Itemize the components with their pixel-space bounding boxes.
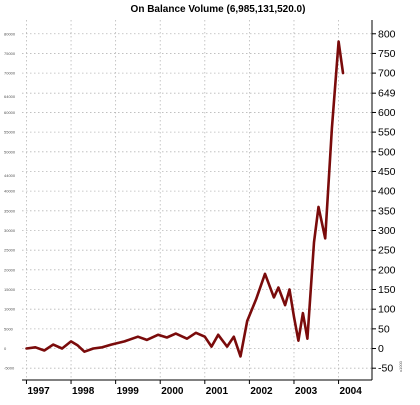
left-tick-label: 15000: [4, 287, 16, 292]
x-tick-label: 2002: [250, 386, 273, 397]
left-tick-label: 44000: [4, 173, 16, 178]
x-axis-ticks: 1997 1998 1999 2000 2001 2002 2003 2004: [25, 380, 363, 397]
left-tick-label: 20000: [4, 267, 16, 272]
left-tick-label: 55000: [4, 130, 16, 135]
right-tick-label: 500: [378, 146, 396, 158]
left-axis-ticks: 8000075000700006400060000550005000044000…: [4, 31, 16, 370]
right-tick-label: 350: [378, 205, 396, 217]
x-tick-label: 1999: [117, 386, 140, 397]
left-tick-label: 5000: [4, 326, 14, 331]
left-tick-label: 25000: [4, 248, 16, 253]
x-tick-label: 2000: [161, 386, 184, 397]
left-tick-label: 80000: [4, 31, 16, 36]
left-tick-label: 60000: [4, 110, 16, 115]
x-tick-label: 2003: [295, 386, 318, 397]
left-tick-label: 50000: [4, 149, 16, 154]
x-tick-label: 2001: [206, 386, 229, 397]
obv-series-line: [25, 40, 345, 358]
right-tick-label: 400: [378, 186, 396, 198]
right-tick-label: 649: [378, 88, 396, 100]
left-tick-label: 0: [4, 346, 7, 351]
right-tick-label: 600: [378, 107, 396, 119]
left-tick-label: 64000: [4, 94, 16, 99]
right-tick-label: 200: [378, 264, 396, 276]
left-tick-label: 10000: [4, 307, 16, 312]
left-tick-label: 30000: [4, 228, 16, 233]
left-tick-label: 40000: [4, 189, 16, 194]
right-tick-label: -50: [378, 363, 393, 375]
x-tick-label: 2004: [340, 386, 363, 397]
x-tick-label: 1997: [27, 386, 50, 397]
right-tick-label: 550: [378, 127, 396, 139]
right-tick-label: 100: [378, 304, 396, 316]
right-axis-unit-label: x1000: [398, 360, 403, 372]
left-tick-label: 70000: [4, 71, 16, 76]
right-axis-ticks: 8007507006496005505004504003503002502001…: [372, 28, 403, 375]
gridlines: [22, 20, 372, 380]
right-tick-label: 300: [378, 225, 396, 237]
right-tick-label: 700: [378, 68, 396, 80]
right-tick-label: 800: [378, 28, 396, 40]
right-tick-label: 250: [378, 245, 396, 257]
right-tick-label: 450: [378, 166, 396, 178]
series-layer: [25, 40, 345, 358]
left-tick-label: 35000: [4, 208, 16, 213]
right-tick-label: 750: [378, 48, 396, 60]
left-tick-label: 75000: [4, 51, 16, 56]
right-tick-label: 0: [378, 343, 384, 355]
axes: [22, 20, 373, 381]
right-tick-label: 150: [378, 284, 396, 296]
x-tick-label: 1998: [72, 386, 95, 397]
chart-title: On Balance Volume (6,985,131,520.0): [131, 4, 306, 15]
right-tick-label: 50: [378, 323, 390, 335]
left-tick-label: -5000: [4, 366, 15, 371]
